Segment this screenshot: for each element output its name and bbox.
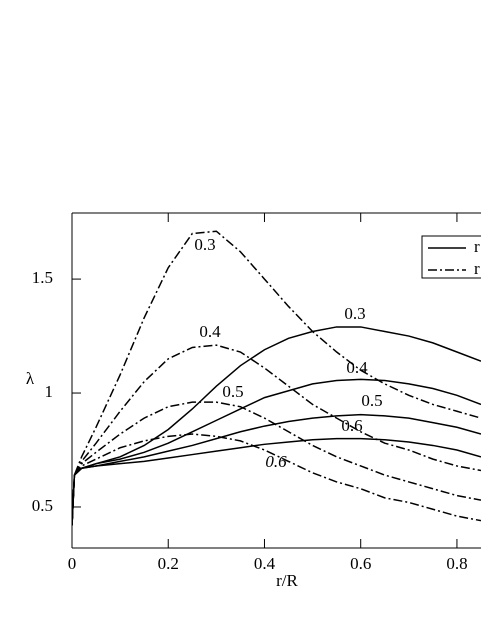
curve-label: 0.6: [265, 452, 287, 471]
curve: [72, 433, 481, 526]
y-tick-label: 1.5: [32, 268, 53, 287]
curve: [72, 230, 481, 526]
x-tick-label: 0.8: [446, 554, 467, 573]
curve-label: 0.3: [344, 304, 365, 323]
curve-label: 0.5: [222, 382, 243, 401]
curve: [72, 344, 481, 526]
y-tick-label: 0.5: [32, 496, 53, 515]
curve: [72, 401, 481, 526]
x-tick-label: 0.6: [350, 554, 371, 573]
x-tick-label: 0.4: [254, 554, 276, 573]
curve: [72, 378, 481, 526]
x-axis-label: r/R: [276, 571, 298, 590]
curve-label: 0.6: [341, 416, 362, 435]
curve-label: 0.4: [199, 322, 221, 341]
legend-label: r: [474, 237, 480, 256]
curve-label: 0.5: [361, 391, 382, 410]
plot-area: [72, 230, 481, 526]
legend-box: [421, 235, 481, 279]
x-tick-label: 0: [68, 554, 77, 573]
legend-label: r: [474, 259, 480, 278]
y-axis-label: λ: [26, 369, 35, 388]
y-tick-label: 1: [45, 382, 54, 401]
curve-label: 0.3: [194, 235, 215, 254]
x-tick-label: 0.2: [158, 554, 179, 573]
curve-label: 0.4: [346, 358, 368, 377]
